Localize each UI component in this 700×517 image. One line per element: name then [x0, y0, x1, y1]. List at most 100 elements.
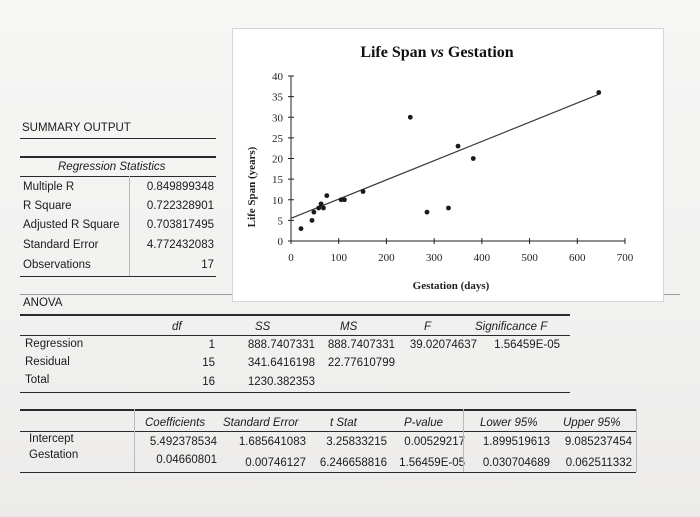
rule [20, 156, 216, 158]
cell-border [129, 176, 130, 276]
anova-cell[interactable]: 16 [202, 376, 215, 388]
data-point [321, 205, 326, 211]
regression-stats-title: Regression Statistics [58, 161, 166, 173]
coef-header: P-value [404, 417, 443, 429]
anova-header-sig: Significance F [475, 321, 548, 333]
data-point [311, 209, 317, 215]
data-point [407, 114, 413, 120]
coef-cell[interactable]: 0.00746127 [245, 457, 306, 469]
rule [20, 409, 636, 411]
data-point [342, 197, 347, 203]
stat-value[interactable]: 4.772432083 [146, 239, 214, 251]
stat-value[interactable]: 17 [201, 259, 214, 271]
anova-cell[interactable]: 1.56459E-05 [494, 339, 560, 351]
y-tick-label: 25 [272, 133, 284, 145]
coef-cell[interactable]: 0.062511332 [565, 457, 632, 469]
anova-title: ANOVA [23, 297, 63, 309]
coef-header: Standard Error [223, 417, 299, 429]
coef-cell[interactable]: 1.56459E-05 [399, 457, 465, 469]
y-tick-label: 35 [272, 92, 284, 104]
stat-value[interactable]: 0.849899348 [146, 181, 214, 193]
rule [20, 176, 216, 177]
anova-header-f: F [424, 321, 432, 333]
trendline-layer [290, 93, 599, 219]
coef-cell[interactable]: 9.085237454 [564, 436, 632, 448]
rule [20, 138, 216, 139]
chart-title: Life Span vs Gestation [360, 44, 513, 61]
coef-row-label: Gestation [29, 449, 79, 461]
stat-label: R Square [23, 200, 72, 212]
x-tick-label: 300 [426, 252, 443, 264]
anova-cell[interactable]: 1230.382353 [247, 376, 315, 388]
coef-cell[interactable]: 5.492378534 [149, 436, 217, 448]
data-point [455, 143, 461, 149]
data-point [318, 201, 324, 207]
scatter-chart-panel[interactable]: Life Span vs Gestation Life Span (years)… [232, 28, 664, 302]
anova-row-label: Residual [25, 356, 70, 368]
stat-value[interactable]: 0.703817495 [146, 219, 214, 231]
coef-cell[interactable]: 0.030704689 [482, 457, 550, 469]
coef-cell[interactable]: 0.00529217 [404, 436, 465, 448]
coef-cell[interactable]: 0.04660801 [156, 454, 217, 466]
rule [20, 472, 636, 473]
rule [20, 335, 570, 336]
anova-cell[interactable]: 1 [208, 339, 215, 351]
cell-border [134, 409, 135, 472]
anova-header-ms: MS [340, 321, 358, 333]
y-axis-label: Life Span (years) [246, 146, 258, 227]
data-point [596, 90, 602, 95]
data-point [338, 197, 344, 203]
y-tick-label: 0 [278, 236, 284, 248]
anova-cell[interactable]: 22.77610799 [327, 357, 395, 369]
data-point [324, 193, 330, 199]
stat-value[interactable]: 0.722328901 [146, 200, 214, 212]
y-tick-label: 30 [272, 112, 284, 124]
x-tick-label: 100 [330, 252, 347, 264]
coef-cell[interactable]: 6.246658816 [319, 457, 387, 469]
anova-header-ss: SS [255, 321, 271, 333]
coef-header: Lower 95% [480, 417, 538, 429]
scatter-chart: Life Span vs Gestation Life Span (years)… [246, 44, 634, 292]
coef-header: Upper 95% [563, 417, 621, 429]
cell-border [463, 409, 464, 472]
cell-border [636, 409, 637, 472]
y-tick-label: 15 [272, 174, 284, 186]
data-point [446, 205, 451, 211]
summary-title: SUMMARY OUTPUT [22, 122, 131, 134]
anova-cell[interactable]: 39.02074637 [409, 339, 477, 351]
y-tick-label: 40 [272, 71, 284, 83]
x-tick-label: 400 [474, 252, 491, 264]
anova-cell[interactable]: 888.7407331 [327, 339, 395, 351]
anova-row-label: Regression [25, 338, 84, 350]
coef-cell[interactable]: 1.899519613 [482, 436, 550, 448]
data-point [309, 217, 315, 223]
data-point [298, 226, 304, 232]
coef-row-label: Intercept [29, 433, 74, 445]
anova-cell[interactable]: 888.7407331 [247, 339, 315, 351]
rule [20, 276, 216, 277]
stat-label: Observations [23, 259, 91, 271]
y-tick-label: 20 [272, 154, 284, 166]
data-point [424, 209, 430, 215]
x-tick-label: 500 [521, 252, 538, 264]
coef-cell[interactable]: 1.685641083 [238, 436, 306, 448]
rule [20, 392, 570, 393]
x-tick-label: 600 [569, 252, 586, 264]
coef-header: t Stat [330, 417, 357, 429]
anova-cell[interactable]: 341.6416198 [247, 357, 315, 369]
x-tick-label: 700 [617, 252, 634, 264]
y-tick-label: 10 [272, 195, 284, 207]
y-tick-label: 5 [278, 215, 284, 227]
data-point [316, 205, 322, 211]
x-axis-label: Gestation (days) [413, 280, 490, 292]
stat-label: Standard Error [23, 239, 99, 251]
coef-cell[interactable]: 3.25833215 [326, 436, 387, 448]
rule [20, 314, 570, 316]
anova-cell[interactable]: 15 [202, 357, 215, 369]
stat-label: Multiple R [23, 181, 75, 193]
data-point [470, 156, 476, 161]
rule [20, 431, 636, 432]
stat-label: Adjusted R Square [23, 219, 120, 231]
